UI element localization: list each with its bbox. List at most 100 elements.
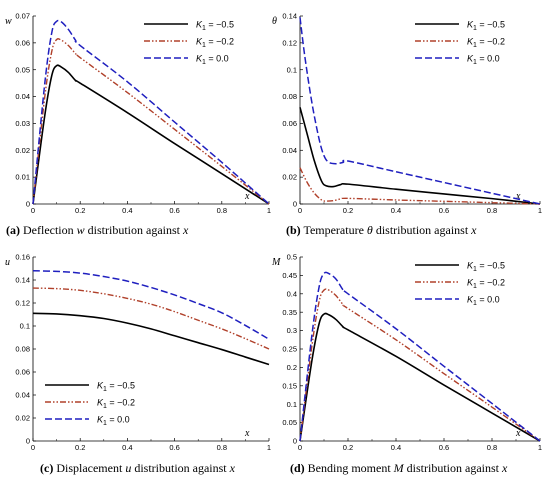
- series-line-1: [32, 312, 270, 366]
- y-tick-label: 0.5: [287, 253, 297, 262]
- y-axis-label: w: [5, 16, 12, 27]
- legend-entry-3: K1 = 0.0: [467, 295, 500, 308]
- legend-entry-2: K1 = −0.2: [467, 278, 505, 291]
- legend-entry-2: K1 = −0.2: [196, 37, 234, 50]
- series-line-2: [299, 167, 541, 205]
- legend-entry-3: K1 = 0.0: [196, 54, 229, 67]
- x-axis-label: x: [515, 428, 521, 439]
- x-tick-label: 0.8: [217, 206, 227, 215]
- legend-entry-2: K1 = −0.2: [97, 398, 135, 411]
- y-tick-label: 0.04: [15, 92, 30, 101]
- x-tick-label: 0: [298, 443, 302, 452]
- chart-panel-d: 0 0.2 0.4 0.6 0.8 1 0 0.05 0.1 0.15 0.2 0.25 0.3 0.35…: [271, 253, 542, 475]
- x-tick-label: 1: [267, 206, 271, 215]
- y-tick-label: 0.14: [15, 276, 30, 285]
- chart-panel-b: 0 0.2 0.4 0.6 0.8 1 0 0.02 0.04 0.06 0.08 0.1 0.12 0.…: [272, 12, 542, 237]
- x-tick-label: 0.2: [343, 443, 353, 452]
- x-tick-label: 1: [538, 206, 542, 215]
- series-line-2: [299, 288, 541, 442]
- x-tick-label: 0.2: [75, 443, 85, 452]
- x-tick-label: 1: [267, 443, 271, 452]
- series-line-1: [299, 312, 541, 442]
- y-tick-label: 0.06: [15, 368, 30, 377]
- y-tick-label: 0.07: [15, 12, 30, 21]
- x-tick-label: 0: [31, 443, 35, 452]
- x-axis-label: x: [244, 191, 250, 202]
- x-tick-label: 0.4: [122, 443, 132, 452]
- y-tick-label: 0: [293, 437, 297, 446]
- y-axis-label: M: [271, 257, 281, 268]
- legend-entry-3: K1 = 0.0: [97, 415, 130, 428]
- x-axis-label: x: [515, 191, 521, 202]
- panel-caption: (d) Bending moment M distribution agains…: [290, 461, 508, 475]
- x-axis-label: x: [244, 428, 250, 439]
- y-tick-label: 0.15: [282, 381, 297, 390]
- series-line-3: [32, 270, 270, 340]
- legend-entry-1: K1 = −0.5: [196, 20, 234, 33]
- y-tick-label: 0.1: [20, 322, 30, 331]
- y-tick-label: 0.05: [15, 65, 30, 74]
- y-tick-label: 0.02: [15, 414, 30, 423]
- y-tick-label: 0.01: [15, 173, 30, 182]
- x-tick-label: 0.2: [343, 206, 353, 215]
- x-tick-label: 0.8: [217, 443, 227, 452]
- y-tick-label: 0.06: [15, 38, 30, 47]
- legend-entry-1: K1 = −0.5: [467, 20, 505, 33]
- x-tick-label: 0.4: [391, 443, 401, 452]
- legend-entry-2: K1 = −0.2: [467, 37, 505, 50]
- y-tick-label: 0.16: [15, 253, 30, 262]
- y-tick-label: 0.25: [282, 345, 297, 354]
- x-tick-label: 0: [31, 206, 35, 215]
- y-tick-label: 0.03: [15, 119, 30, 128]
- y-tick-label: 0: [293, 200, 297, 209]
- y-tick-label: 0.08: [282, 92, 297, 101]
- x-tick-label: 0.6: [169, 206, 179, 215]
- series-line-3: [299, 271, 541, 442]
- x-tick-label: 0.4: [122, 206, 132, 215]
- y-tick-label: 0.12: [15, 299, 30, 308]
- y-tick-label: 0.08: [15, 345, 30, 354]
- y-tick-label: 0.2: [287, 363, 297, 372]
- y-tick-label: 0.12: [282, 38, 297, 47]
- y-tick-label: 0.1: [287, 400, 297, 409]
- series-line-1: [32, 64, 270, 205]
- series-line-2: [32, 38, 270, 205]
- x-tick-label: 0.4: [391, 206, 401, 215]
- legend-entry-1: K1 = −0.5: [467, 261, 505, 274]
- y-tick-label: 0.3: [287, 326, 297, 335]
- y-tick-label: 0.45: [282, 271, 297, 280]
- y-axis-label: θ: [272, 16, 277, 27]
- legend-entry-3: K1 = 0.0: [467, 54, 500, 67]
- y-tick-label: 0.02: [15, 146, 30, 155]
- x-tick-label: 0.6: [439, 443, 449, 452]
- x-tick-label: 0.8: [487, 443, 497, 452]
- panel-caption: (c) Displacement u distribution against …: [40, 461, 236, 475]
- y-tick-label: 0.4: [287, 289, 297, 298]
- legend-entry-1: K1 = −0.5: [97, 381, 135, 394]
- x-tick-label: 0.6: [169, 443, 179, 452]
- x-tick-label: 0.2: [75, 206, 85, 215]
- y-tick-label: 0.04: [15, 391, 30, 400]
- panel-caption: (b) Temperature θ distribution against x: [286, 223, 477, 237]
- y-tick-label: 0.04: [282, 146, 297, 155]
- y-tick-label: 0.05: [282, 418, 297, 427]
- x-tick-label: 0.6: [439, 206, 449, 215]
- x-tick-label: 0: [298, 206, 302, 215]
- y-tick-label: 0.02: [282, 173, 297, 182]
- chart-panel-a: 0 0.2 0.4 0.6 0.8 1 0 0.01 0.02 0.03 0.04 0.05 0.06 0…: [5, 12, 271, 237]
- panel-caption: (a) Deflection w distribution against x: [6, 223, 189, 237]
- x-tick-label: 1: [538, 443, 542, 452]
- y-tick-label: 0.06: [282, 119, 297, 128]
- series-line-3: [32, 19, 270, 205]
- series-line-2: [32, 287, 270, 350]
- y-tick-label: 0.35: [282, 308, 297, 317]
- series-line-3: [299, 17, 541, 205]
- chart-panel-c: 0 0.2 0.4 0.6 0.8 1 0 0.02 0.04 0.06 0.08 0.1 0.12 0.…: [5, 253, 271, 475]
- y-axis-label: u: [5, 257, 10, 268]
- y-tick-label: 0.1: [287, 65, 297, 74]
- y-tick-label: 0.14: [282, 12, 297, 21]
- x-tick-label: 0.8: [487, 206, 497, 215]
- y-tick-label: 0: [26, 437, 30, 446]
- y-tick-label: 0: [26, 200, 30, 209]
